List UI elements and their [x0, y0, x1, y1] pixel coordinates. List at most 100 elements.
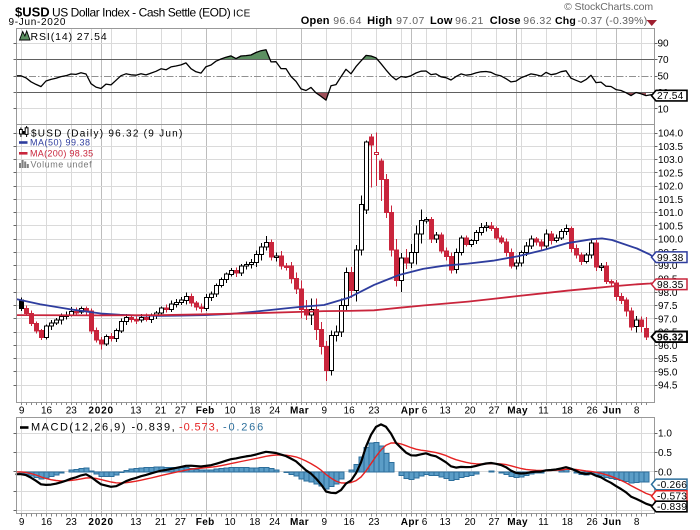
- svg-text:97.07: 97.07: [396, 15, 425, 27]
- svg-text:$USD: $USD: [15, 5, 50, 20]
- svg-text:© StockCharts.com: © StockCharts.com: [564, 1, 653, 13]
- svg-text:Close: Close: [490, 15, 521, 27]
- svg-text:16: 16: [41, 406, 53, 417]
- svg-text:6: 6: [422, 517, 428, 528]
- svg-text:102.0: 102.0: [658, 182, 683, 193]
- svg-text:Open: Open: [301, 15, 330, 27]
- svg-text:0.5: 0.5: [658, 448, 672, 459]
- svg-text:9: 9: [19, 517, 25, 528]
- svg-text:MA(50) 99.38: MA(50) 99.38: [30, 138, 91, 148]
- svg-text:11: 11: [538, 517, 549, 528]
- svg-text:Jun: Jun: [603, 406, 622, 417]
- svg-text:98.0: 98.0: [658, 288, 678, 299]
- svg-text:96.32: 96.32: [523, 15, 552, 27]
- svg-text:13: 13: [439, 406, 451, 417]
- svg-text:-0.839: -0.839: [657, 502, 687, 513]
- svg-text:23: 23: [66, 406, 78, 417]
- svg-text:90: 90: [658, 39, 670, 50]
- svg-text:MACD(12,26,9) -0.839,: MACD(12,26,9) -0.839,: [31, 422, 176, 434]
- svg-text:Apr: Apr: [401, 406, 419, 417]
- svg-text:96.21: 96.21: [455, 15, 484, 27]
- svg-text:11: 11: [538, 406, 549, 417]
- svg-text:Mar: Mar: [290, 517, 309, 528]
- svg-text:ICE: ICE: [233, 9, 251, 20]
- svg-text:-0.573: -0.573: [657, 492, 687, 503]
- svg-text:101.5: 101.5: [658, 195, 683, 206]
- svg-text:Volume undef: Volume undef: [31, 159, 93, 169]
- svg-text:MA(200) 98.35: MA(200) 98.35: [30, 148, 93, 158]
- svg-text:103.0: 103.0: [658, 155, 683, 166]
- svg-text:US Dollar Index - Cash Settle: US Dollar Index - Cash Settle (EOD): [52, 6, 231, 20]
- svg-text:18: 18: [249, 517, 261, 528]
- svg-text:23: 23: [66, 517, 78, 528]
- svg-text:103.5: 103.5: [658, 142, 683, 153]
- svg-text:95.5: 95.5: [658, 354, 678, 365]
- svg-text:16: 16: [41, 517, 53, 528]
- svg-text:10: 10: [224, 517, 236, 528]
- svg-text:23: 23: [368, 406, 380, 417]
- svg-text:21: 21: [155, 517, 167, 528]
- svg-text:8: 8: [634, 517, 640, 528]
- svg-text:High: High: [367, 15, 392, 27]
- svg-text:Mar: Mar: [290, 406, 309, 417]
- svg-text:96.0: 96.0: [658, 341, 678, 352]
- svg-text:Feb: Feb: [196, 517, 215, 528]
- svg-text:104.0: 104.0: [658, 129, 683, 140]
- svg-text:20: 20: [464, 406, 476, 417]
- svg-text:9: 9: [322, 406, 328, 417]
- svg-text:6: 6: [422, 406, 428, 417]
- svg-text:Low: Low: [430, 15, 453, 27]
- svg-text:Feb: Feb: [196, 406, 215, 417]
- svg-text:May: May: [507, 517, 528, 528]
- svg-text:13: 13: [130, 406, 142, 417]
- svg-text:Apr: Apr: [401, 517, 419, 528]
- svg-text:27.54: 27.54: [657, 91, 684, 102]
- svg-text:101.0: 101.0: [658, 208, 683, 219]
- svg-text:94.5: 94.5: [658, 381, 678, 392]
- svg-text:13: 13: [439, 517, 451, 528]
- svg-text:95.0: 95.0: [658, 367, 678, 378]
- svg-text:0.0: 0.0: [658, 467, 672, 478]
- svg-text:100.0: 100.0: [658, 235, 683, 246]
- svg-text:Chg: Chg: [555, 15, 576, 27]
- svg-text:96.32: 96.32: [657, 332, 684, 343]
- svg-text:10: 10: [224, 406, 236, 417]
- svg-text:13: 13: [130, 517, 142, 528]
- svg-text:16: 16: [344, 517, 356, 528]
- svg-text:27: 27: [488, 517, 500, 528]
- svg-text:24: 24: [269, 517, 281, 528]
- svg-text:2020: 2020: [88, 517, 113, 528]
- svg-text:9: 9: [322, 517, 328, 528]
- svg-text:10: 10: [658, 105, 670, 116]
- svg-text:20: 20: [464, 517, 476, 528]
- svg-text:99.38: 99.38: [657, 253, 684, 264]
- svg-text:99.0: 99.0: [658, 261, 678, 272]
- svg-text:9: 9: [19, 406, 25, 417]
- svg-text:-0.573,: -0.573,: [179, 422, 220, 434]
- svg-text:21: 21: [155, 406, 167, 417]
- svg-text:97.0: 97.0: [658, 314, 678, 325]
- svg-text:27: 27: [175, 517, 187, 528]
- svg-text:96.64: 96.64: [333, 15, 362, 27]
- svg-text:-0.266: -0.266: [223, 422, 265, 434]
- svg-text:-0.266: -0.266: [657, 480, 687, 491]
- svg-text:RSI(14) 27.54: RSI(14) 27.54: [31, 31, 108, 43]
- svg-text:18: 18: [562, 517, 574, 528]
- svg-text:27: 27: [488, 406, 500, 417]
- svg-text:16: 16: [344, 406, 356, 417]
- svg-text:8: 8: [634, 406, 640, 417]
- svg-text:2020: 2020: [88, 406, 113, 417]
- svg-text:23: 23: [368, 517, 380, 528]
- svg-text:98.35: 98.35: [657, 280, 684, 291]
- svg-text:18: 18: [562, 406, 574, 417]
- svg-text:97.5: 97.5: [658, 301, 678, 312]
- svg-text:9-Jun-2020: 9-Jun-2020: [9, 17, 67, 28]
- svg-text:$USD (Daily) 96.32 (9 Jun): $USD (Daily) 96.32 (9 Jun): [31, 128, 184, 139]
- svg-text:26: 26: [587, 517, 599, 528]
- svg-text:70: 70: [658, 55, 670, 66]
- svg-text:26: 26: [587, 406, 599, 417]
- svg-text:24: 24: [269, 406, 281, 417]
- svg-text:1.0: 1.0: [658, 429, 672, 440]
- svg-text:102.5: 102.5: [658, 168, 683, 179]
- svg-text:18: 18: [249, 406, 261, 417]
